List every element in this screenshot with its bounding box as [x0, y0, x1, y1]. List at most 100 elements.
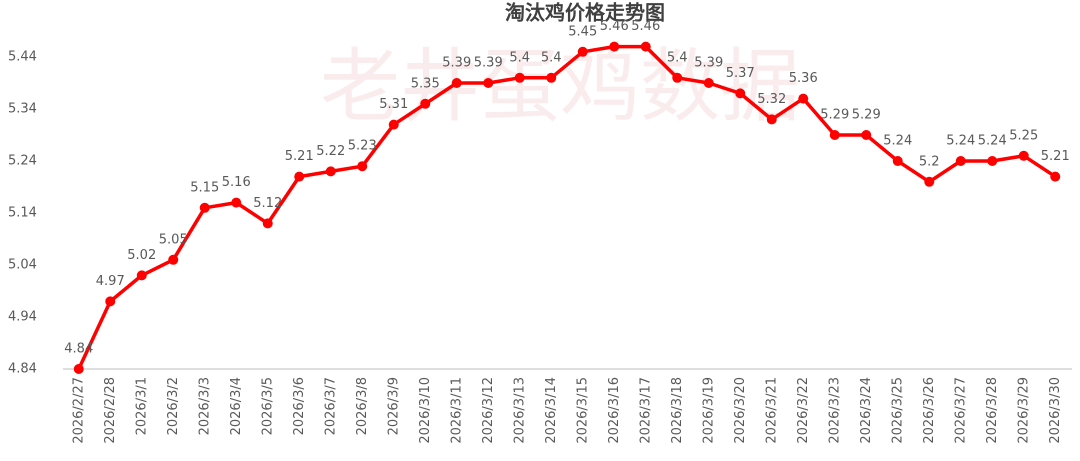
point — [892, 156, 903, 166]
x-tick-label: 2026/3/15 — [575, 377, 590, 444]
data-label: 5.25 — [1009, 128, 1038, 143]
data-label: 5.31 — [379, 97, 408, 112]
x-tick-label: 2026/3/22 — [796, 377, 811, 444]
point — [829, 130, 840, 140]
point — [640, 41, 651, 52]
data-label: 5.4 — [541, 50, 562, 65]
data-label: 5.46 — [631, 19, 660, 34]
x-tick-label: 2026/3/29 — [1016, 377, 1031, 444]
point — [546, 72, 557, 83]
point — [420, 98, 431, 109]
data-label: 5.24 — [978, 134, 1007, 149]
point — [735, 88, 746, 99]
point — [388, 119, 399, 130]
x-tick-label: 2026/3/5 — [260, 377, 275, 435]
y-tick-label: 5.24 — [8, 154, 37, 169]
data-label: 4.97 — [96, 274, 125, 289]
x-tick-label: 2026/3/12 — [481, 377, 496, 444]
x-tick-label: 2026/3/13 — [512, 377, 527, 444]
data-label: 5.46 — [600, 19, 629, 34]
data-label: 5.15 — [190, 180, 219, 195]
point — [483, 78, 494, 88]
data-label: 5.39 — [474, 56, 503, 71]
x-tick-label: 2026/3/20 — [733, 377, 748, 444]
x-tick-label: 2026/3/26 — [922, 377, 937, 444]
point — [325, 166, 336, 177]
y-tick-label: 4.84 — [8, 362, 37, 377]
y-tick-label: 5.34 — [8, 102, 37, 117]
data-label: 5.22 — [316, 144, 345, 159]
data-label: 5.39 — [694, 56, 723, 71]
data-label: 5.24 — [883, 134, 912, 149]
x-tick-label: 2026/3/8 — [355, 377, 370, 435]
x-tick-label: 2026/3/24 — [859, 377, 874, 444]
x-tick-label: 2026/3/23 — [827, 377, 842, 444]
x-tick-label: 2026/2/28 — [103, 377, 118, 444]
point — [924, 176, 935, 187]
y-tick-label: 5.14 — [8, 206, 37, 221]
line — [77, 44, 1057, 370]
point — [987, 156, 998, 166]
point — [798, 93, 809, 104]
x-tick-label: 2026/3/28 — [985, 377, 1000, 444]
data-label: 5.23 — [348, 139, 377, 154]
point — [73, 364, 84, 374]
data-label: 5.12 — [253, 196, 282, 211]
x-tick-label: 2026/3/3 — [197, 377, 212, 435]
data-label: 5.32 — [757, 92, 786, 107]
x-tick-label: 2026/3/19 — [701, 377, 716, 444]
point — [357, 161, 368, 172]
data-label: 5.29 — [820, 108, 849, 123]
point — [514, 72, 525, 83]
point — [861, 130, 872, 140]
x-tick-label: 2026/3/16 — [607, 377, 622, 444]
data-label: 5.45 — [568, 24, 597, 39]
point — [451, 78, 462, 88]
point — [294, 171, 305, 182]
x-tick-label: 2026/3/21 — [764, 377, 779, 444]
x-tick-label: 2026/3/17 — [638, 377, 653, 444]
data-label: 5.02 — [127, 248, 156, 263]
point — [672, 72, 683, 83]
data-label: 5.4 — [509, 50, 530, 65]
point — [955, 156, 966, 166]
x-tick-label: 2026/3/6 — [292, 377, 307, 435]
data-label: 5.4 — [667, 50, 688, 65]
data-label: 5.37 — [726, 66, 755, 81]
data-label: 5.29 — [852, 108, 881, 123]
x-tick-label: 2026/3/10 — [418, 377, 433, 444]
x-tick-label: 2026/3/9 — [386, 377, 401, 435]
data-label: 5.2 — [919, 154, 940, 169]
point — [168, 254, 179, 265]
x-tick-label: 2026/3/7 — [323, 377, 338, 435]
x-tick-label: 2026/3/27 — [953, 377, 968, 444]
x-tick-label: 2026/3/14 — [544, 377, 559, 444]
x-tick-label: 2026/3/30 — [1048, 377, 1063, 444]
point — [1050, 171, 1061, 182]
x-tick-label: 2026/3/1 — [134, 377, 149, 435]
x-tick-label: 2026/2/27 — [71, 377, 86, 444]
x-tick-label: 2026/3/11 — [449, 377, 464, 444]
point — [262, 218, 273, 229]
y-tick-label: 4.94 — [8, 310, 37, 325]
data-label: 5.16 — [222, 175, 251, 190]
data-label: 4.84 — [64, 342, 93, 357]
y-tick-label: 5.44 — [8, 50, 37, 65]
point — [609, 41, 620, 52]
data-label: 5.39 — [442, 56, 471, 71]
point — [577, 46, 588, 57]
x-tick-label: 2026/3/4 — [229, 377, 244, 435]
point — [703, 78, 714, 88]
chart-title: 淘汰鸡价格走势图 — [505, 1, 665, 25]
x-tick-label: 2026/3/25 — [890, 377, 905, 444]
point — [136, 270, 147, 281]
point — [766, 114, 777, 125]
data-label: 5.05 — [159, 232, 188, 247]
data-label: 5.24 — [946, 134, 975, 149]
point — [199, 202, 210, 213]
point — [105, 296, 116, 307]
data-label: 5.21 — [285, 149, 314, 164]
data-label: 5.35 — [411, 76, 440, 91]
x-tick-label: 2026/3/2 — [166, 377, 181, 435]
